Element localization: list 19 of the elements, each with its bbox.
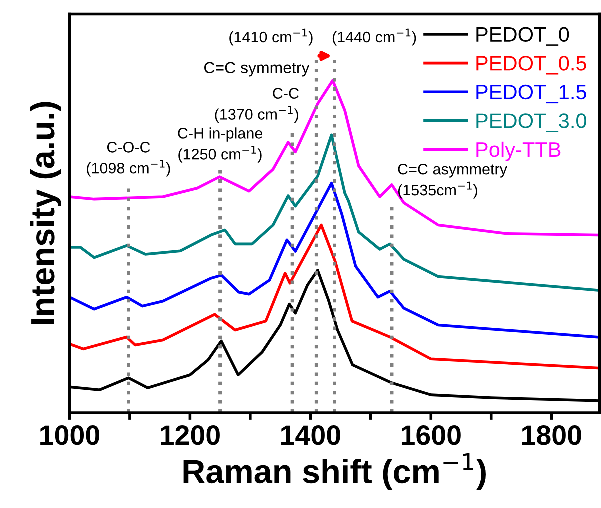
ref-line-label: C-H in-plane (1250 cm$^{−1}$) xyxy=(178,128,263,163)
x-tick-label: 1200 xyxy=(161,426,220,446)
ref-line-label: C-O-C (1098 cm$^{−1}$) xyxy=(87,142,170,177)
ref-line-label: (1440 cm$^{−1}$) xyxy=(332,28,416,46)
legend-label: PEDOT_0.5 xyxy=(476,56,586,75)
legend-label: PEDOT_0 xyxy=(476,27,570,46)
legend-label: PEDOT_3.0 xyxy=(476,114,586,132)
ref-line-label: C-C (1370 cm$^{−1}$) xyxy=(215,88,299,123)
ref-line-label: C=C asymmetry (1535cm$^{−1}$) xyxy=(398,164,508,199)
text: C=C symmetry xyxy=(204,62,310,77)
x-tick-label: 1000 xyxy=(40,426,100,446)
ref-line-label: (1410 cm$^{−1}$) xyxy=(230,28,313,46)
x-tick-label: 1800 xyxy=(522,426,582,446)
x-tick-label: 1600 xyxy=(402,426,461,446)
legend-label: PEDOT_1.5 xyxy=(476,84,586,104)
x-tick-label: 1400 xyxy=(282,426,340,446)
x-axis-title: Raman shift (cm$^{−1}$) xyxy=(184,453,486,490)
legend-label: Poly-TTB xyxy=(476,142,561,162)
y-axis-title: Intensity (a.u.) xyxy=(30,102,62,324)
